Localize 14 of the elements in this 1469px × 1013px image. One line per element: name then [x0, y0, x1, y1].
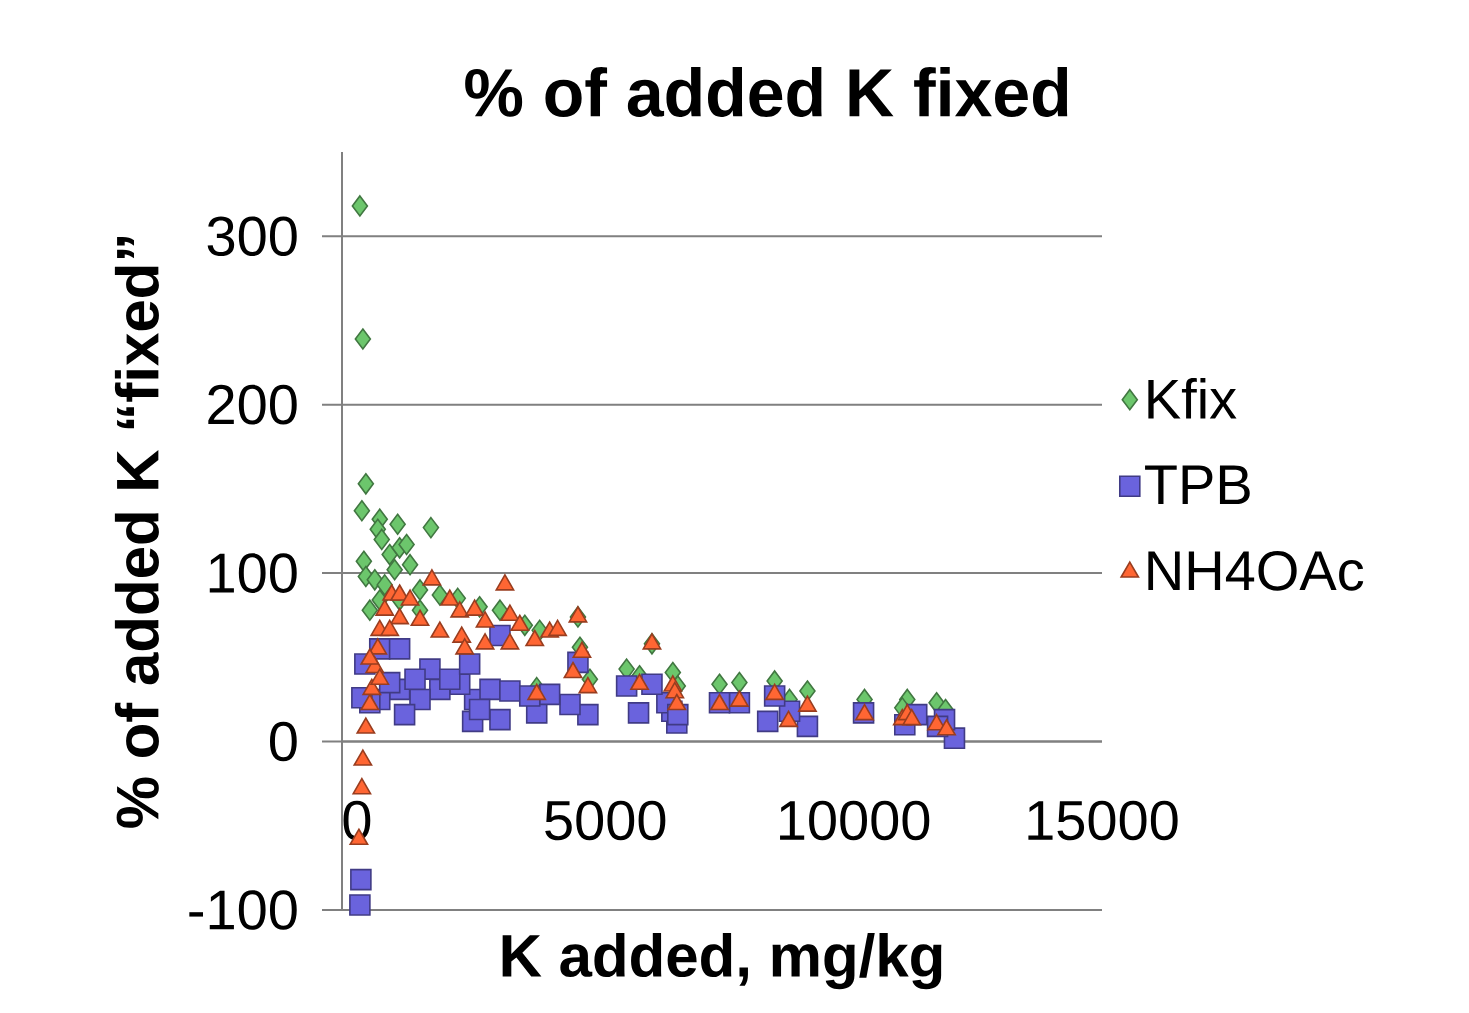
- y-tick-label: 0: [269, 721, 297, 762]
- y-tick-label: 200: [208, 384, 297, 425]
- y-tick-label: 300: [207, 216, 297, 257]
- legend-label: Kfix: [1148, 377, 1237, 419]
- x-tick-label: 5000: [545, 800, 666, 841]
- legend-label: TPB: [1145, 465, 1250, 505]
- y-tick-label: -100: [189, 890, 297, 930]
- x-axis-title: K added, mg/kg: [502, 933, 942, 990]
- legend-label: NH4OAc: [1148, 551, 1364, 591]
- x-tick-label: 10000: [780, 800, 930, 841]
- y-axis-title: % of added K “fixed”: [114, 237, 159, 828]
- y-tick-label: 100: [209, 553, 297, 593]
- x-tick-label: 15000: [1028, 800, 1178, 841]
- chart-title: % of added K fixed: [465, 67, 1068, 117]
